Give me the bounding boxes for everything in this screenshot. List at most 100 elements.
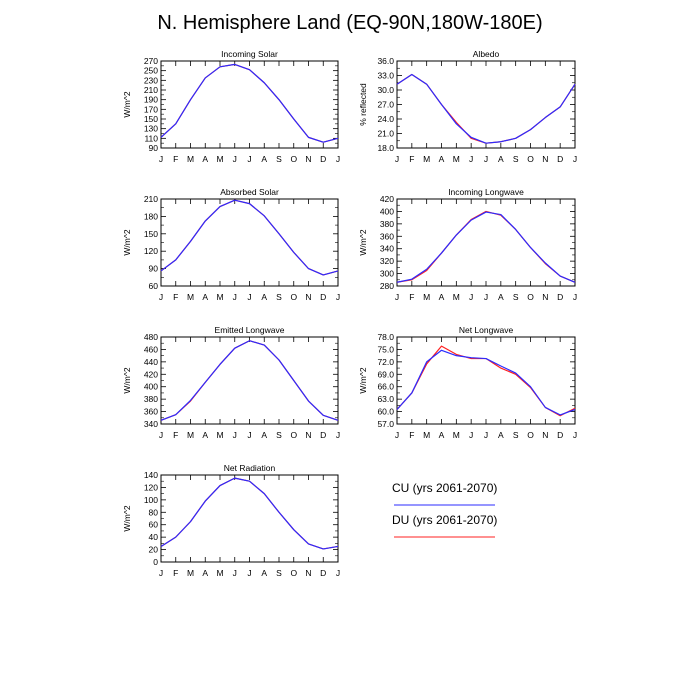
x-tick-label: F: [173, 568, 178, 578]
y-tick-label: 69.0: [377, 369, 394, 379]
y-axis-label-albedo: % reflected: [358, 83, 368, 126]
y-tick-label: 380: [144, 394, 158, 404]
x-tick-label: N: [305, 292, 311, 302]
x-tick-label: J: [233, 292, 237, 302]
panel-frame-net-longwave: [396, 336, 576, 425]
x-tick-label: A: [439, 292, 445, 302]
x-tick-label: J: [484, 292, 488, 302]
y-tick-label: 21.0: [377, 129, 394, 139]
panel-title-emitted-longwave: Emitted Longwave: [215, 325, 285, 335]
series-line-cu-net-radiation: [160, 477, 339, 550]
x-tick-label: J: [247, 292, 251, 302]
x-tick-label: A: [261, 154, 267, 164]
y-axis-label-net-longwave: W/m^2: [358, 367, 368, 393]
series-line-du-net-longwave: [396, 345, 576, 417]
y-tick-label: 210: [144, 85, 158, 95]
x-tick-label: J: [159, 292, 163, 302]
series-line-du-incoming-solar: [160, 63, 339, 143]
y-tick-label: 400: [144, 382, 158, 392]
x-tick-label: J: [247, 154, 251, 164]
y-tick-label: 480: [144, 332, 158, 342]
y-tick-label: 27.0: [377, 100, 394, 110]
y-tick-label: 250: [144, 66, 158, 76]
x-tick-label: J: [159, 430, 163, 440]
x-tick-label: O: [527, 292, 534, 302]
x-tick-label: A: [439, 154, 445, 164]
x-tick-label: F: [173, 292, 178, 302]
x-tick-label: A: [202, 568, 208, 578]
y-tick-label: 180: [144, 211, 158, 221]
y-tick-label: 66.0: [377, 382, 394, 392]
y-tick-label: 120: [144, 482, 158, 492]
y-tick-label: 230: [144, 75, 158, 85]
x-tick-label: A: [498, 292, 504, 302]
x-tick-label: S: [513, 292, 519, 302]
x-tick-label: D: [320, 292, 326, 302]
panel-title-net-longwave: Net Longwave: [459, 325, 514, 335]
x-tick-label: N: [305, 430, 311, 440]
x-tick-label: J: [247, 568, 251, 578]
x-tick-label: A: [202, 292, 208, 302]
y-tick-label: 340: [144, 419, 158, 429]
x-tick-label: M: [187, 430, 194, 440]
panel-title-incoming-longwave: Incoming Longwave: [448, 187, 524, 197]
x-tick-label: J: [395, 292, 399, 302]
series-line-du-albedo: [396, 73, 576, 144]
y-tick-label: 57.0: [377, 419, 394, 429]
x-tick-label: A: [261, 568, 267, 578]
x-tick-label: J: [484, 430, 488, 440]
y-tick-label: 460: [144, 344, 158, 354]
x-tick-label: D: [557, 430, 563, 440]
x-tick-label: O: [290, 430, 297, 440]
y-tick-label: 60.0: [377, 407, 394, 417]
y-tick-label: 80: [149, 507, 159, 517]
y-axis-label-emitted-longwave: W/m^2: [122, 367, 132, 393]
y-tick-label: 280: [380, 281, 394, 291]
y-tick-label: 33.0: [377, 71, 394, 81]
x-tick-label: J: [159, 154, 163, 164]
x-tick-label: J: [247, 430, 251, 440]
x-tick-label: S: [513, 154, 519, 164]
x-tick-label: M: [187, 568, 194, 578]
y-tick-label: 40: [149, 532, 159, 542]
y-tick-label: 24.0: [377, 114, 394, 124]
x-tick-label: A: [498, 430, 504, 440]
y-tick-label: 75.0: [377, 344, 394, 354]
series-line-du-net-radiation: [160, 477, 339, 550]
y-tick-label: 270: [144, 56, 158, 66]
x-tick-label: J: [395, 430, 399, 440]
x-tick-label: M: [216, 154, 223, 164]
y-tick-label: 440: [144, 357, 158, 367]
x-tick-label: M: [453, 430, 460, 440]
x-tick-label: A: [498, 154, 504, 164]
x-tick-label: J: [336, 292, 340, 302]
x-tick-label: S: [276, 568, 282, 578]
x-tick-label: J: [469, 430, 473, 440]
panel-title-albedo: Albedo: [473, 49, 500, 59]
x-tick-label: S: [513, 430, 519, 440]
series-line-cu-net-longwave: [396, 349, 576, 416]
y-tick-label: 190: [144, 95, 158, 105]
y-tick-label: 420: [380, 194, 394, 204]
y-tick-label: 0: [153, 557, 158, 567]
x-tick-label: J: [484, 154, 488, 164]
y-tick-label: 130: [144, 124, 158, 134]
x-tick-label: J: [573, 292, 577, 302]
series-line-cu-incoming-solar: [160, 63, 339, 143]
x-tick-label: J: [395, 154, 399, 164]
x-tick-label: F: [409, 154, 414, 164]
x-tick-label: J: [573, 430, 577, 440]
y-tick-label: 360: [144, 407, 158, 417]
y-tick-label: 360: [380, 231, 394, 241]
panel-frame-net-radiation: [160, 474, 339, 563]
x-tick-label: A: [202, 430, 208, 440]
x-tick-label: J: [469, 154, 473, 164]
x-tick-label: O: [290, 292, 297, 302]
x-tick-label: M: [453, 292, 460, 302]
y-tick-label: 300: [380, 269, 394, 279]
y-tick-label: 420: [144, 369, 158, 379]
x-tick-label: J: [573, 154, 577, 164]
y-tick-label: 63.0: [377, 394, 394, 404]
x-tick-label: N: [542, 154, 548, 164]
